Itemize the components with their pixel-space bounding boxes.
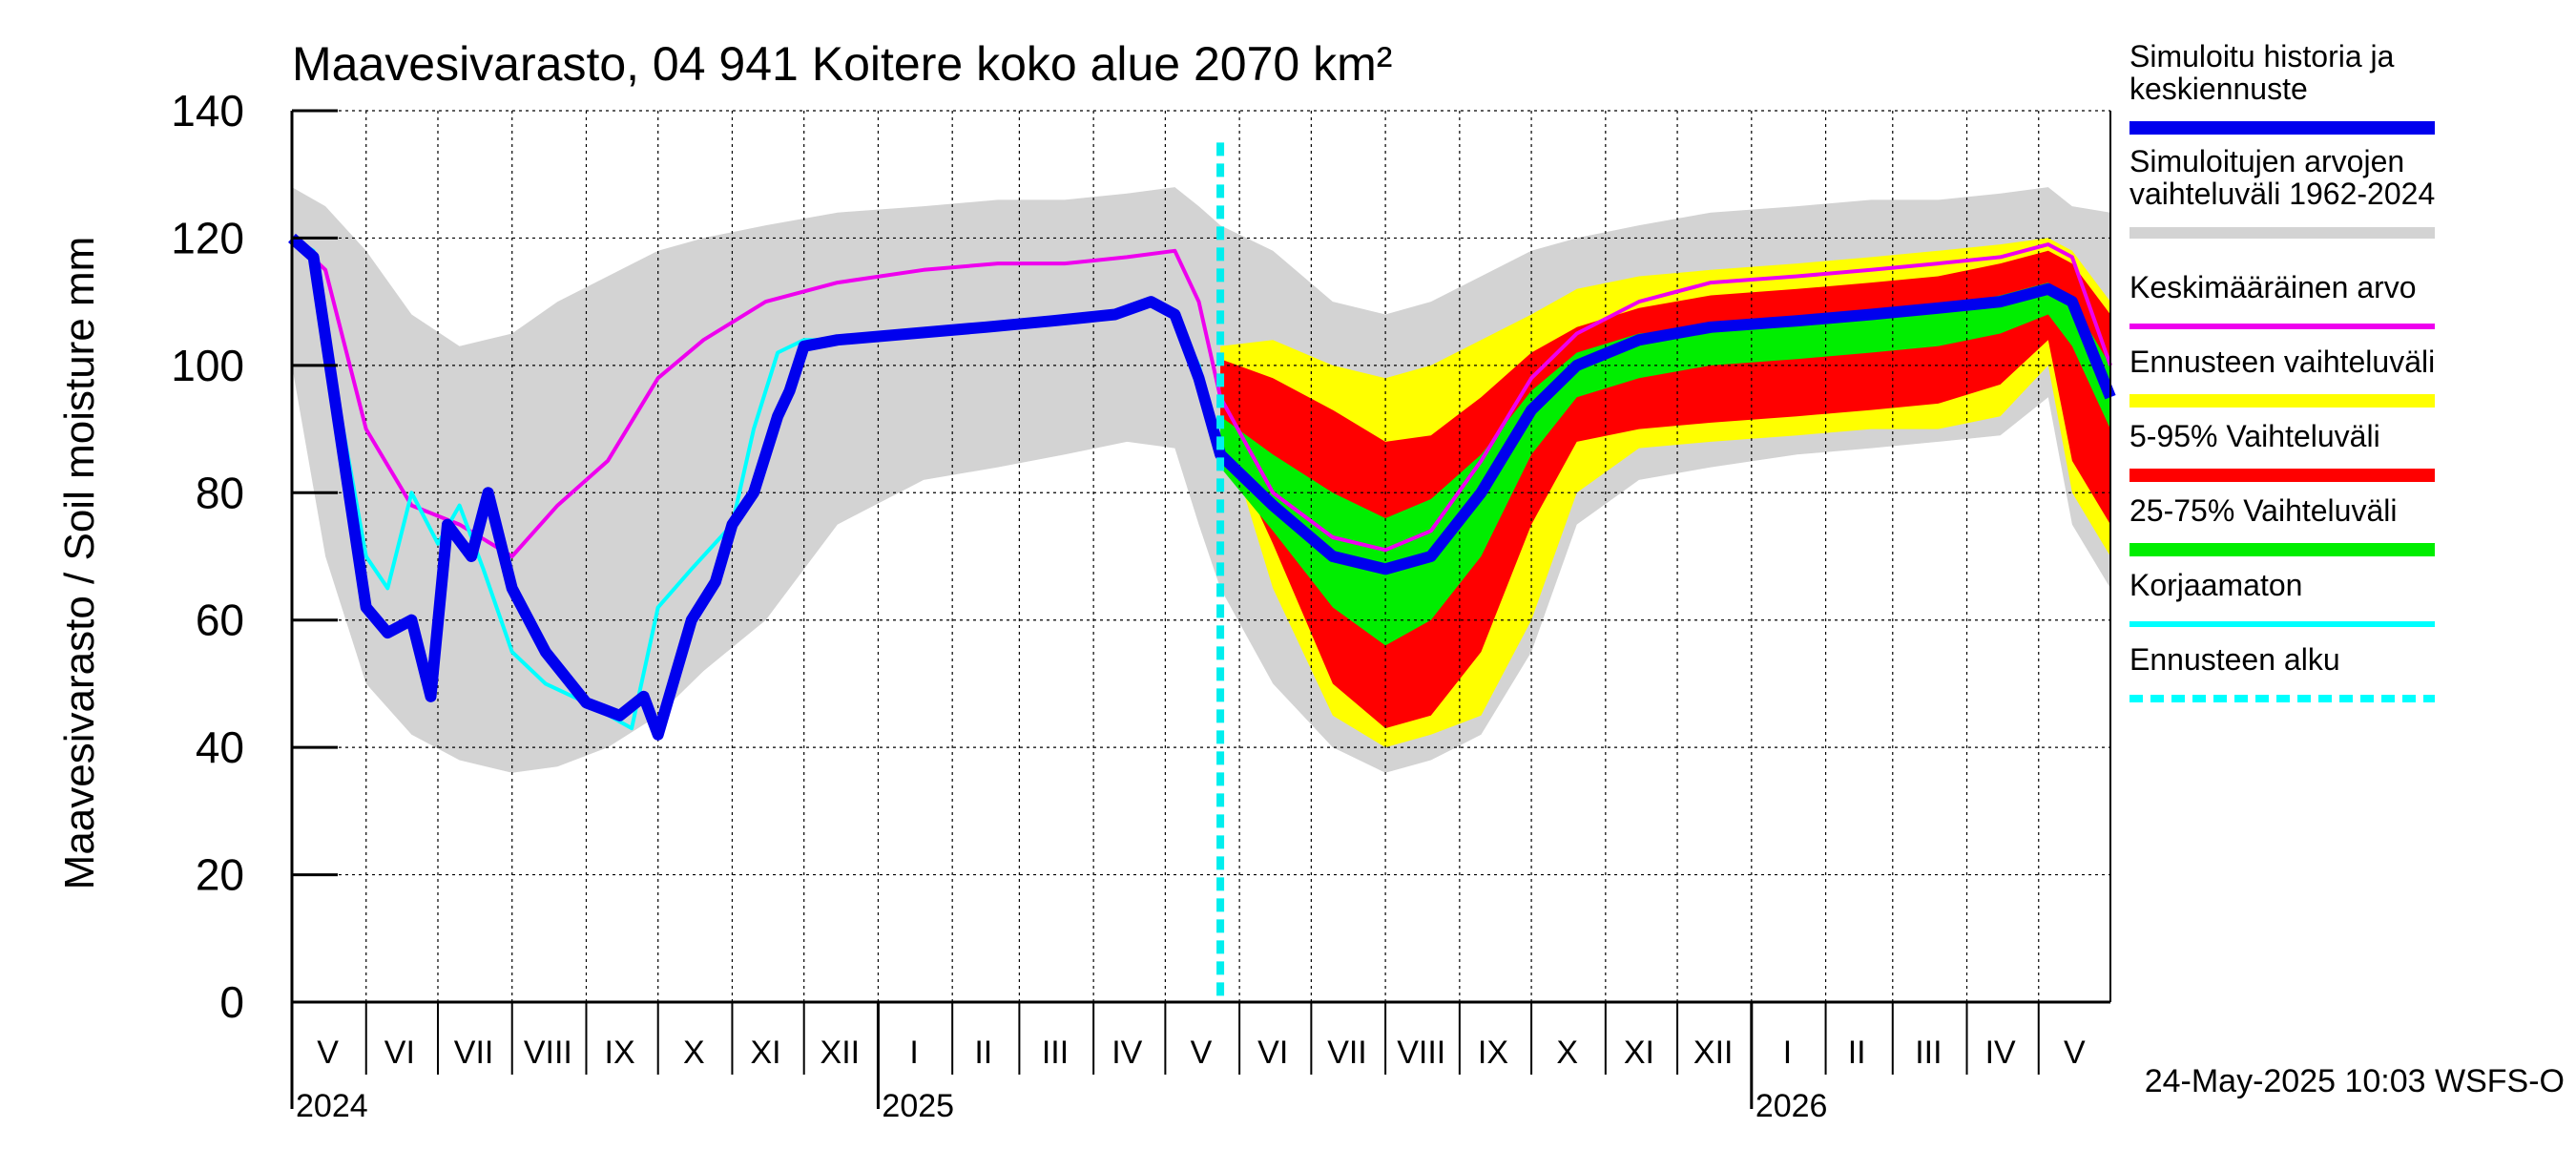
- year-label: 2026: [1755, 1088, 1828, 1124]
- legend-label: Ennusteen vaihteluväli: [2129, 345, 2435, 379]
- band-25-75-vaihteluv-li: [1220, 282, 2110, 646]
- month-label: III: [1042, 1035, 1069, 1071]
- legend-label: 5-95% Vaihteluväli: [2129, 419, 2380, 453]
- month-label: VIII: [524, 1035, 572, 1071]
- month-label: V: [1191, 1035, 1213, 1071]
- legend-label: Simuloitujen arvojen: [2129, 144, 2404, 178]
- y-axis-label: Maavesivarasto / Soil moisture mm: [56, 237, 103, 890]
- month-label: XII: [1693, 1035, 1734, 1071]
- y-tick-label: 100: [171, 341, 244, 390]
- month-label: IX: [605, 1035, 635, 1071]
- y-tick-label: 120: [171, 213, 244, 262]
- footer-timestamp: 24-May-2025 10:03 WSFS-O: [2145, 1063, 2565, 1099]
- month-label: XII: [821, 1035, 861, 1071]
- month-label: VII: [454, 1035, 494, 1071]
- month-label: VIII: [1397, 1035, 1445, 1071]
- legend-label: keskiennuste: [2129, 72, 2308, 106]
- series-lines: [288, 142, 2116, 1002]
- month-label: V: [2064, 1035, 2086, 1071]
- month-label: I: [1783, 1035, 1792, 1071]
- y-tick-label: 140: [171, 86, 244, 136]
- month-label: IV: [1111, 1035, 1142, 1071]
- month-label: XI: [1624, 1035, 1654, 1071]
- month-label: II: [1848, 1035, 1866, 1071]
- axes: [290, 109, 2111, 1109]
- month-label: IV: [1985, 1035, 2016, 1071]
- month-label: VI: [384, 1035, 415, 1071]
- legend-label: Ennusteen alku: [2129, 642, 2340, 677]
- month-label: VI: [1257, 1035, 1288, 1071]
- month-label: X: [683, 1035, 705, 1071]
- month-label: III: [1915, 1035, 1942, 1071]
- y-tick-label: 60: [196, 596, 244, 645]
- line-simuloitu-historia-ja-keskiennuste: [288, 233, 2116, 741]
- legend-label: 25-75% Vaihteluväli: [2129, 493, 2397, 528]
- y-tick-label: 40: [196, 722, 244, 772]
- y-tick-label: 20: [196, 850, 244, 900]
- legend-label: Korjaamaton: [2129, 568, 2302, 602]
- legend-label: Keskimääräinen arvo: [2129, 270, 2417, 304]
- y-tick-label: 0: [219, 977, 244, 1027]
- year-label: 2024: [296, 1088, 368, 1124]
- month-label: V: [317, 1035, 339, 1071]
- band-5-95-vaihteluv-li: [1220, 250, 2110, 729]
- month-label: II: [974, 1035, 992, 1071]
- month-label: IX: [1478, 1035, 1508, 1071]
- legend-label: Simuloitu historia ja: [2129, 39, 2395, 73]
- chart-title: Maavesivarasto, 04 941 Koitere koko alue…: [292, 37, 1392, 91]
- legend-label: vaihteluväli 1962-2024: [2129, 177, 2435, 211]
- y-tick-label: 80: [196, 468, 244, 517]
- year-label: 2025: [882, 1088, 954, 1124]
- month-label: VII: [1327, 1035, 1367, 1071]
- month-label: X: [1556, 1035, 1578, 1071]
- month-label: I: [909, 1035, 918, 1071]
- line-keskim-r-inen-arvo: [290, 236, 2112, 558]
- month-label: XI: [751, 1035, 781, 1071]
